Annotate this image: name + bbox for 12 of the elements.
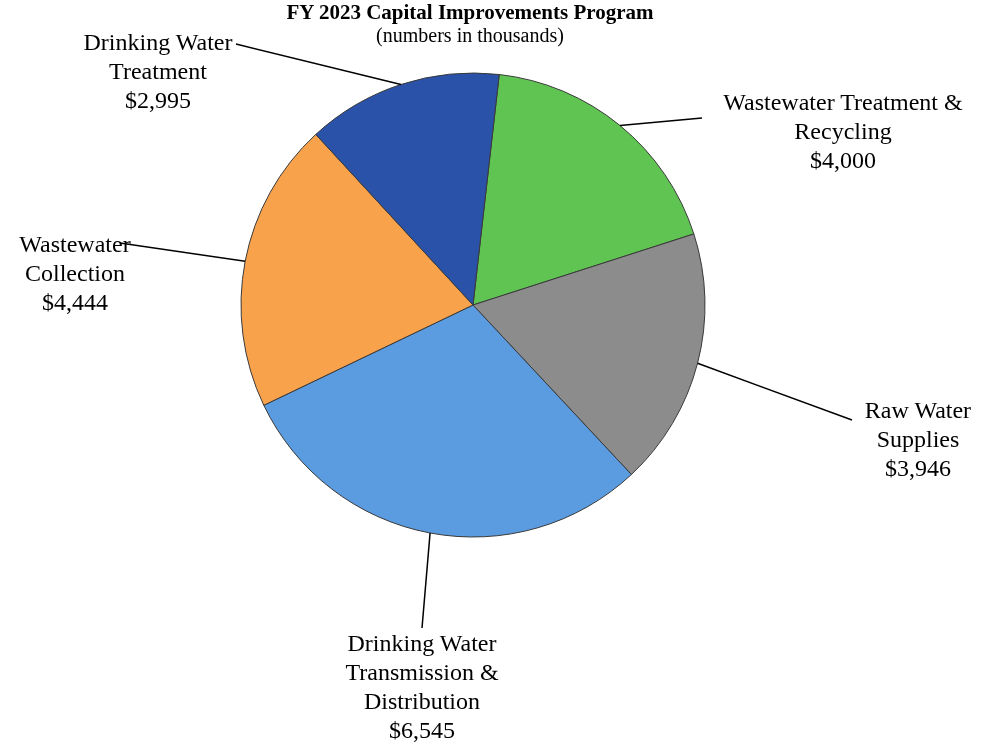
chart-subtitle: (numbers in thousands) [376, 24, 564, 46]
data-label: $6,545 [389, 717, 455, 743]
slice-label: Drinking Water Transmission & Distribution [345, 630, 499, 714]
slice-label: Wastewater Treatment & Recycling [723, 89, 963, 144]
data-label: $4,000 [810, 147, 876, 173]
data-label: $3,946 [885, 455, 951, 481]
slice-label: Drinking Water Treatment [83, 29, 233, 84]
chart-title: FY 2023 Capital Improvements Program [285, 0, 655, 25]
slice-label: Raw Water Supplies [864, 397, 972, 452]
data-label: $4,444 [42, 289, 108, 315]
slice-label: Wastewater Collection [19, 231, 131, 286]
data-label: $2,995 [125, 87, 191, 113]
